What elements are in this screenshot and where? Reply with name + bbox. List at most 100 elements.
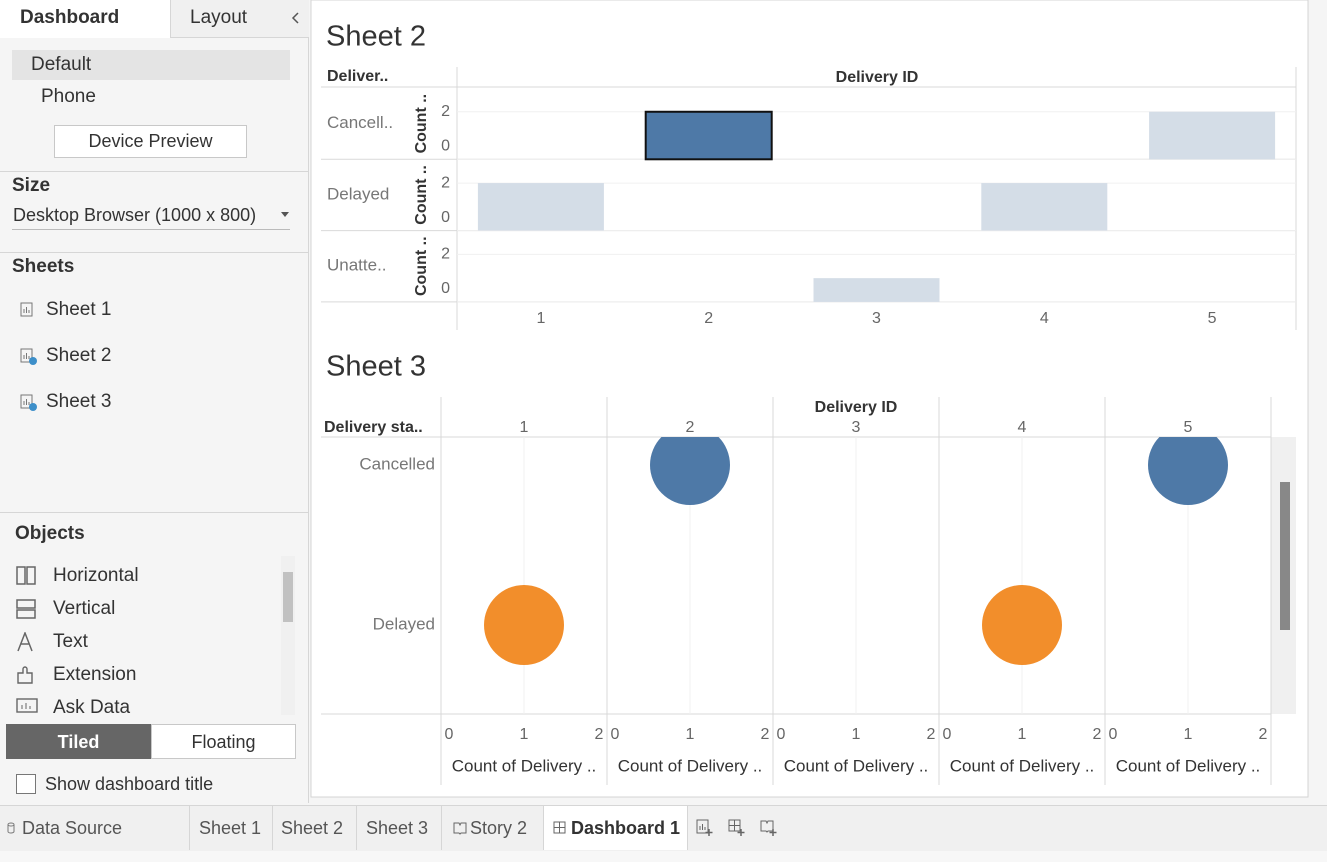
tab-label[interactable]: Story 2 [470, 818, 528, 838]
object-item[interactable]: Text [53, 631, 88, 652]
sheet-item[interactable]: Sheet 1 [46, 299, 112, 320]
tab[interactable] [442, 806, 544, 850]
new-story-button[interactable] [760, 819, 778, 837]
sheet-icon [20, 302, 33, 317]
tab-label[interactable]: Layout [190, 7, 248, 28]
x-tick-label: 1 [1184, 726, 1193, 743]
x-tick-label: 2 [761, 726, 770, 743]
collapse-icon[interactable] [291, 12, 301, 24]
checkbox[interactable] [16, 774, 36, 794]
x-axis-label: Count of Delivery .. [784, 756, 929, 775]
device-option[interactable]: Default [31, 54, 92, 75]
object-item[interactable]: Ask Data [53, 697, 131, 718]
x-tick-label: 0 [611, 726, 620, 743]
plot-area: CancelledDelayedUnattended [359, 437, 1228, 714]
column-label: 1 [520, 419, 529, 436]
x-axis-label: Count of Delivery .. [1116, 756, 1261, 775]
x-tick-label: 0 [445, 726, 454, 743]
divider [0, 512, 308, 513]
y-tick-label: 2 [441, 246, 450, 263]
row-header: Deliver.. [327, 68, 388, 85]
x-tick-label: 1 [520, 726, 529, 743]
circle-mark [650, 437, 730, 505]
sheet-item[interactable]: Sheet 3 [46, 391, 112, 412]
x-tick-label: 4 [1040, 310, 1049, 327]
row-label: Unatte.. [327, 256, 387, 275]
tab[interactable] [190, 806, 273, 850]
tab[interactable] [0, 806, 190, 850]
tiled-button[interactable] [6, 724, 151, 759]
sheet-title: Sheet 3 [326, 351, 426, 383]
object-icon [16, 599, 36, 619]
bar [813, 278, 940, 302]
y-tick-label: 2 [441, 103, 450, 120]
object-item[interactable]: Horizontal [53, 565, 139, 586]
new-dashboard-button[interactable] [728, 819, 746, 837]
scrollbar-thumb[interactable] [283, 572, 293, 622]
bar [477, 183, 604, 231]
selected-device[interactable] [12, 50, 290, 80]
section-title: Sheets [12, 256, 75, 277]
tab[interactable] [544, 806, 688, 850]
x-tick-label: 2 [927, 726, 936, 743]
select-underline [12, 229, 290, 230]
section-title: Size [12, 175, 51, 196]
x-tick-label: 5 [1208, 310, 1217, 327]
column-label: 4 [1018, 419, 1027, 436]
row-header: Delivery sta.. [324, 419, 423, 436]
button-label[interactable]: Device Preview [88, 131, 213, 151]
object-item[interactable]: Extension [53, 664, 137, 685]
sheet-item[interactable]: Sheet 2 [46, 345, 112, 366]
new-sheet-button[interactable] [696, 819, 714, 837]
tab-label[interactable]: Dashboard 1 [571, 818, 681, 838]
x-tick-label: 2 [1093, 726, 1102, 743]
x-tick-label: 1 [536, 310, 545, 327]
row-label: Cancell.. [327, 113, 393, 132]
size-select[interactable]: Desktop Browser (1000 x 800) [13, 205, 257, 225]
tab-label[interactable]: Sheet 1 [199, 818, 262, 838]
object-icon [17, 632, 33, 652]
button-label[interactable]: Floating [191, 732, 256, 752]
tab[interactable] [357, 806, 442, 850]
tab-icon [553, 821, 566, 834]
sheet-icon [20, 394, 37, 411]
divider [0, 252, 308, 253]
sheet-2: Sheet 2 Deliver.. Delivery ID Cancell.. Coun… [321, 21, 1297, 330]
bar [644, 110, 773, 161]
tab-label[interactable]: Data Source [22, 818, 123, 838]
column-label: 3 [852, 419, 861, 436]
x-tick-label: 0 [777, 726, 786, 743]
device-preview-button[interactable] [54, 125, 247, 158]
column-header: Delivery ID [815, 399, 898, 416]
tab-label[interactable]: Sheet 3 [366, 818, 429, 838]
y-axis-label: Count .. [413, 236, 430, 296]
device-option[interactable]: Phone [41, 86, 96, 107]
circle-mark [982, 585, 1062, 665]
scrollbar-thumb [1280, 482, 1290, 630]
x-axis-label: Count of Delivery .. [618, 756, 763, 775]
tab-label[interactable]: Sheet 2 [281, 818, 344, 838]
x-axis-label: Count of Delivery .. [452, 756, 597, 775]
column-label: 5 [1184, 419, 1193, 436]
tab-icon [7, 822, 15, 834]
tab-layout[interactable] [170, 0, 309, 38]
y-tick-label: 2 [441, 174, 450, 191]
bar [1149, 111, 1276, 160]
tab-label[interactable]: Dashboard [20, 7, 120, 28]
y-axis-label: Count .. [413, 165, 430, 225]
y-tick-label: 0 [441, 138, 450, 155]
y-tick-label: 0 [441, 280, 450, 297]
floating-button[interactable] [151, 724, 296, 759]
object-item[interactable]: Vertical [53, 598, 116, 619]
tab-icon [453, 822, 467, 835]
sheet-3: Sheet 3 Delivery ID Delivery sta.. Cancelle… [321, 351, 1296, 785]
button-label[interactable]: Tiled [57, 732, 100, 752]
dropdown-arrow[interactable] [281, 212, 289, 218]
tab[interactable] [273, 806, 357, 850]
checkbox-label[interactable]: Show dashboard title [45, 774, 214, 794]
object-icon [16, 698, 38, 713]
column-label: 2 [686, 419, 695, 436]
tab-dashboard[interactable] [0, 0, 170, 38]
x-axis-label: Count of Delivery .. [950, 756, 1095, 775]
